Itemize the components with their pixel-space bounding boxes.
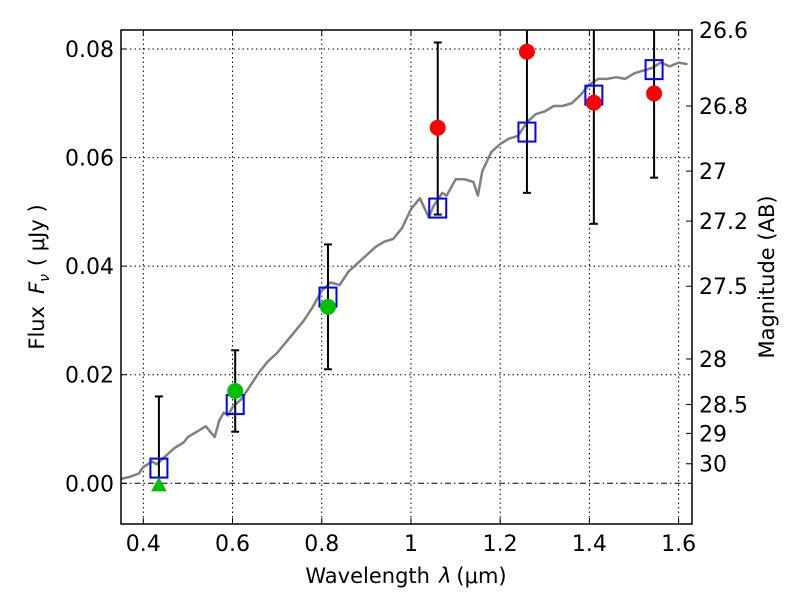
y2-tick-label: 28.5 xyxy=(699,394,748,419)
x-axis-label-unit: (μm) xyxy=(456,564,506,588)
x-tick-label: 1.6 xyxy=(661,532,696,557)
x-tick-label: 1.2 xyxy=(483,532,518,557)
y2-tick-label: 27.5 xyxy=(699,275,748,300)
green-upper-limit-triangle xyxy=(151,476,167,492)
model-photometry-square xyxy=(428,197,448,219)
axis-ticks: 0.4 0.6 0.8 1 1.2 1.4 1.6 0.00 0.02 0.04 0.06 0.08 2… xyxy=(65,19,748,557)
plot-area xyxy=(120,30,688,492)
y-tick-label: 0.00 xyxy=(65,472,114,497)
plot-frame xyxy=(120,29,693,525)
x-tick-label: 0.6 xyxy=(215,532,250,557)
grid-lines xyxy=(121,30,692,524)
green-data-point xyxy=(227,383,244,399)
y-axis-label-subscript: ν xyxy=(37,274,53,282)
x-tick-label: 0.8 xyxy=(304,532,339,557)
x-axis-label: Wavelength λ (μm) xyxy=(305,564,506,588)
y-tick-label: 0.04 xyxy=(65,255,114,280)
y2-tick-label: 28 xyxy=(699,348,727,373)
red-data-point xyxy=(646,85,663,102)
red-data-point xyxy=(518,43,535,60)
x-tick-label: 1.4 xyxy=(572,532,607,557)
y2-tick-label: 26.8 xyxy=(699,95,748,120)
red-data-point xyxy=(585,94,602,111)
y-axis-label: Flux Fν ( μJy ) xyxy=(25,204,53,349)
y-axis-label-unit: ( μJy ) xyxy=(25,204,49,266)
y-axis-label-prefix: Flux xyxy=(25,306,49,350)
y-tick-label: 0.08 xyxy=(65,38,114,63)
y2-tick-label: 26.6 xyxy=(699,19,748,44)
y2-tick-label: 29 xyxy=(699,422,727,447)
y2-tick-label: 27.2 xyxy=(699,210,748,235)
x-tick-label: 1 xyxy=(404,532,418,557)
green-data-point xyxy=(319,298,336,315)
y-tick-label: 0.06 xyxy=(65,147,114,172)
y2-axis-label: Magnitude (AB) xyxy=(755,195,779,358)
x-tick-label: 0.4 xyxy=(126,532,161,557)
x-axis-label-symbol: λ xyxy=(438,564,451,588)
y2-tick-label: 30 xyxy=(699,453,727,478)
y-tick-label: 0.02 xyxy=(65,364,114,389)
model-photometry-square xyxy=(644,59,664,81)
x-axis-label-prefix: Wavelength xyxy=(305,564,430,588)
model-photometry-square xyxy=(517,121,537,143)
model-spectrum-line xyxy=(120,61,688,481)
y2-tick-label: 27 xyxy=(699,160,727,185)
red-data-point xyxy=(429,119,446,136)
y-axis-label-symbol: F xyxy=(25,281,49,294)
